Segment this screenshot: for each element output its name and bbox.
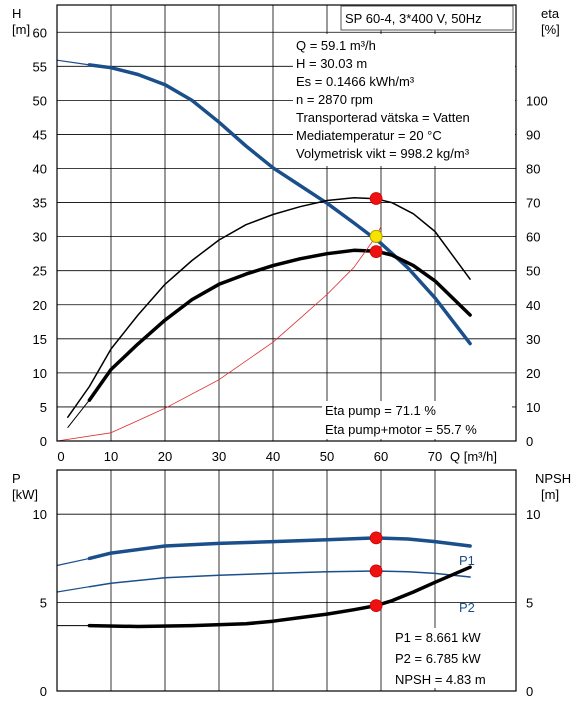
y-right-tick-label: 100	[526, 93, 548, 108]
y-left-tick-label: 30	[33, 230, 47, 245]
p1-curve	[87, 536, 472, 561]
top-left-axis-label: H	[12, 6, 21, 21]
h-extension-curve	[56, 59, 91, 66]
info-eta-pump-motor: Eta pump+motor = 55.7 %	[325, 422, 477, 437]
y-right-tick-label: 80	[526, 162, 540, 177]
operating-point-marker	[369, 245, 383, 259]
top-curves	[56, 59, 472, 442]
duty-info-box: Q = 59.1 m³/h H = 30.03 m Es = 0.1466 kW…	[293, 34, 515, 166]
y-right-tick-label: 5	[526, 596, 533, 611]
x-tick-label: 30	[212, 449, 226, 464]
info-energy: Es = 0.1466 kWh/m³	[296, 74, 415, 89]
x-tick-label: 0	[57, 449, 64, 464]
x-tick-label: 70	[428, 449, 442, 464]
info-temperature: Mediatemperatur = 20 °C	[296, 128, 442, 143]
info-liquid: Transporterad vätska = Vatten	[296, 110, 470, 125]
top-markers	[369, 192, 383, 259]
p1-extension-curve	[56, 557, 91, 567]
power-info-background	[392, 628, 512, 688]
y-left-tick-label: 55	[33, 59, 47, 74]
y-left-tick-label: 10	[33, 507, 47, 522]
eta-pump-motor-curve	[87, 248, 472, 402]
y-left-tick-label: 60	[33, 25, 47, 40]
info-density: Volymetrisk vikt = 998.2 kg/m³	[296, 146, 470, 161]
y-left-tick-label: 5	[40, 400, 47, 415]
top-x-axis-label: Q [m³/h]	[450, 449, 497, 464]
y-left-tick-label: 5	[40, 596, 47, 611]
info-eta-pump: Eta pump = 71.1 %	[325, 403, 436, 418]
operating-point-marker	[369, 531, 383, 545]
system-curve-curve	[56, 225, 382, 442]
y-right-tick-label: 0	[526, 434, 533, 449]
info-speed: n = 2870 rpm	[296, 92, 373, 107]
top-right-axis-unit: [%]	[541, 22, 560, 37]
y-left-tick-label: 20	[33, 298, 47, 313]
y-right-tick-label: 10	[526, 507, 540, 522]
y-left-tick-label: 15	[33, 332, 47, 347]
power-info-box: P1 = 8.661 kW P2 = 6.785 kW NPSH = 4.83 …	[392, 628, 512, 688]
eta-pump-curve	[67, 197, 471, 418]
y-left-tick-label: 10	[33, 366, 47, 381]
y-left-tick-label: 50	[33, 93, 47, 108]
x-tick-label: 50	[320, 449, 334, 464]
y-right-tick-label: 40	[526, 298, 540, 313]
info-p1: P1 = 8.661 kW	[395, 630, 481, 645]
info-npsh: NPSH = 4.83 m	[395, 672, 486, 687]
chart-title: SP 60-4, 3*400 V, 50Hz	[345, 11, 482, 26]
top-tick-labels: 0 10 20 30 40 50 60 70 0 5 10 15 20 25 30 35 40 45 50 55 60 0…	[33, 25, 548, 464]
top-left-axis-unit: [m]	[12, 22, 30, 37]
y-left-tick-label: 40	[33, 162, 47, 177]
p2-extension-curve	[56, 586, 91, 593]
bottom-plot-frame	[56, 469, 517, 692]
title-box	[340, 5, 514, 31]
y-right-tick-label: 70	[526, 196, 540, 211]
performance-chart: 0 10 20 30 40 50 60 70 0 5 10 15 20 25 30 35 40 45 50 55 60 0…	[12, 4, 560, 464]
y-left-tick-label: 45	[33, 127, 47, 142]
bottom-left-axis-label: P	[12, 471, 21, 486]
y-right-tick-label: 90	[526, 127, 540, 142]
bottom-right-axis-label: NPSH	[535, 471, 571, 486]
y-right-tick-label: 50	[526, 264, 540, 279]
info-head: H = 30.03 m	[296, 56, 367, 71]
bottom-left-axis-unit: [kW]	[12, 487, 38, 502]
bottom-markers	[369, 531, 383, 613]
y-left-tick-label: 0	[40, 684, 47, 699]
p2-curve	[88, 570, 471, 588]
operating-point-marker	[369, 192, 383, 205]
p2-curve-label: P2	[459, 600, 475, 615]
bottom-grid	[57, 470, 516, 691]
y-right-tick-label: 0	[526, 684, 533, 699]
y-left-tick-label: 35	[33, 196, 47, 211]
y-left-tick-label: 25	[33, 264, 47, 279]
top-right-axis-label: eta	[541, 6, 560, 21]
y-right-tick-label: 20	[526, 366, 540, 381]
y-right-tick-label: 30	[526, 332, 540, 347]
duty-point-marker	[369, 229, 383, 243]
eta-info-box: Eta pump = 71.1 % Eta pump+motor = 55.7 …	[322, 401, 512, 439]
y-left-tick-label: 0	[40, 434, 47, 449]
info-p2: P2 = 6.785 kW	[395, 651, 481, 666]
bottom-curves	[56, 536, 472, 629]
x-tick-label: 60	[374, 449, 388, 464]
info-flow: Q = 59.1 m³/h	[296, 38, 376, 53]
eta-extension-curve	[67, 399, 90, 428]
bottom-tick-labels: 0 5 10 0 5 10	[33, 507, 541, 699]
eta-info-background	[322, 401, 512, 439]
duty-info-background	[293, 34, 515, 166]
y-right-tick-label: 10	[526, 400, 540, 415]
y-right-tick-label: 60	[526, 230, 540, 245]
power-npsh-chart: 0 5 10 0 5 10 P [kW] NPSH [m] P1 P2 P1 = 8.66…	[12, 469, 571, 699]
operating-point-marker	[369, 599, 383, 613]
top-plot-frame	[56, 4, 517, 442]
bottom-right-axis-unit: [m]	[541, 487, 559, 502]
npsh-curve	[87, 565, 472, 629]
x-tick-label: 40	[266, 449, 280, 464]
p1-curve-label: P1	[459, 553, 475, 568]
x-tick-label: 10	[104, 449, 118, 464]
operating-point-marker	[369, 564, 383, 578]
x-tick-label: 20	[158, 449, 172, 464]
